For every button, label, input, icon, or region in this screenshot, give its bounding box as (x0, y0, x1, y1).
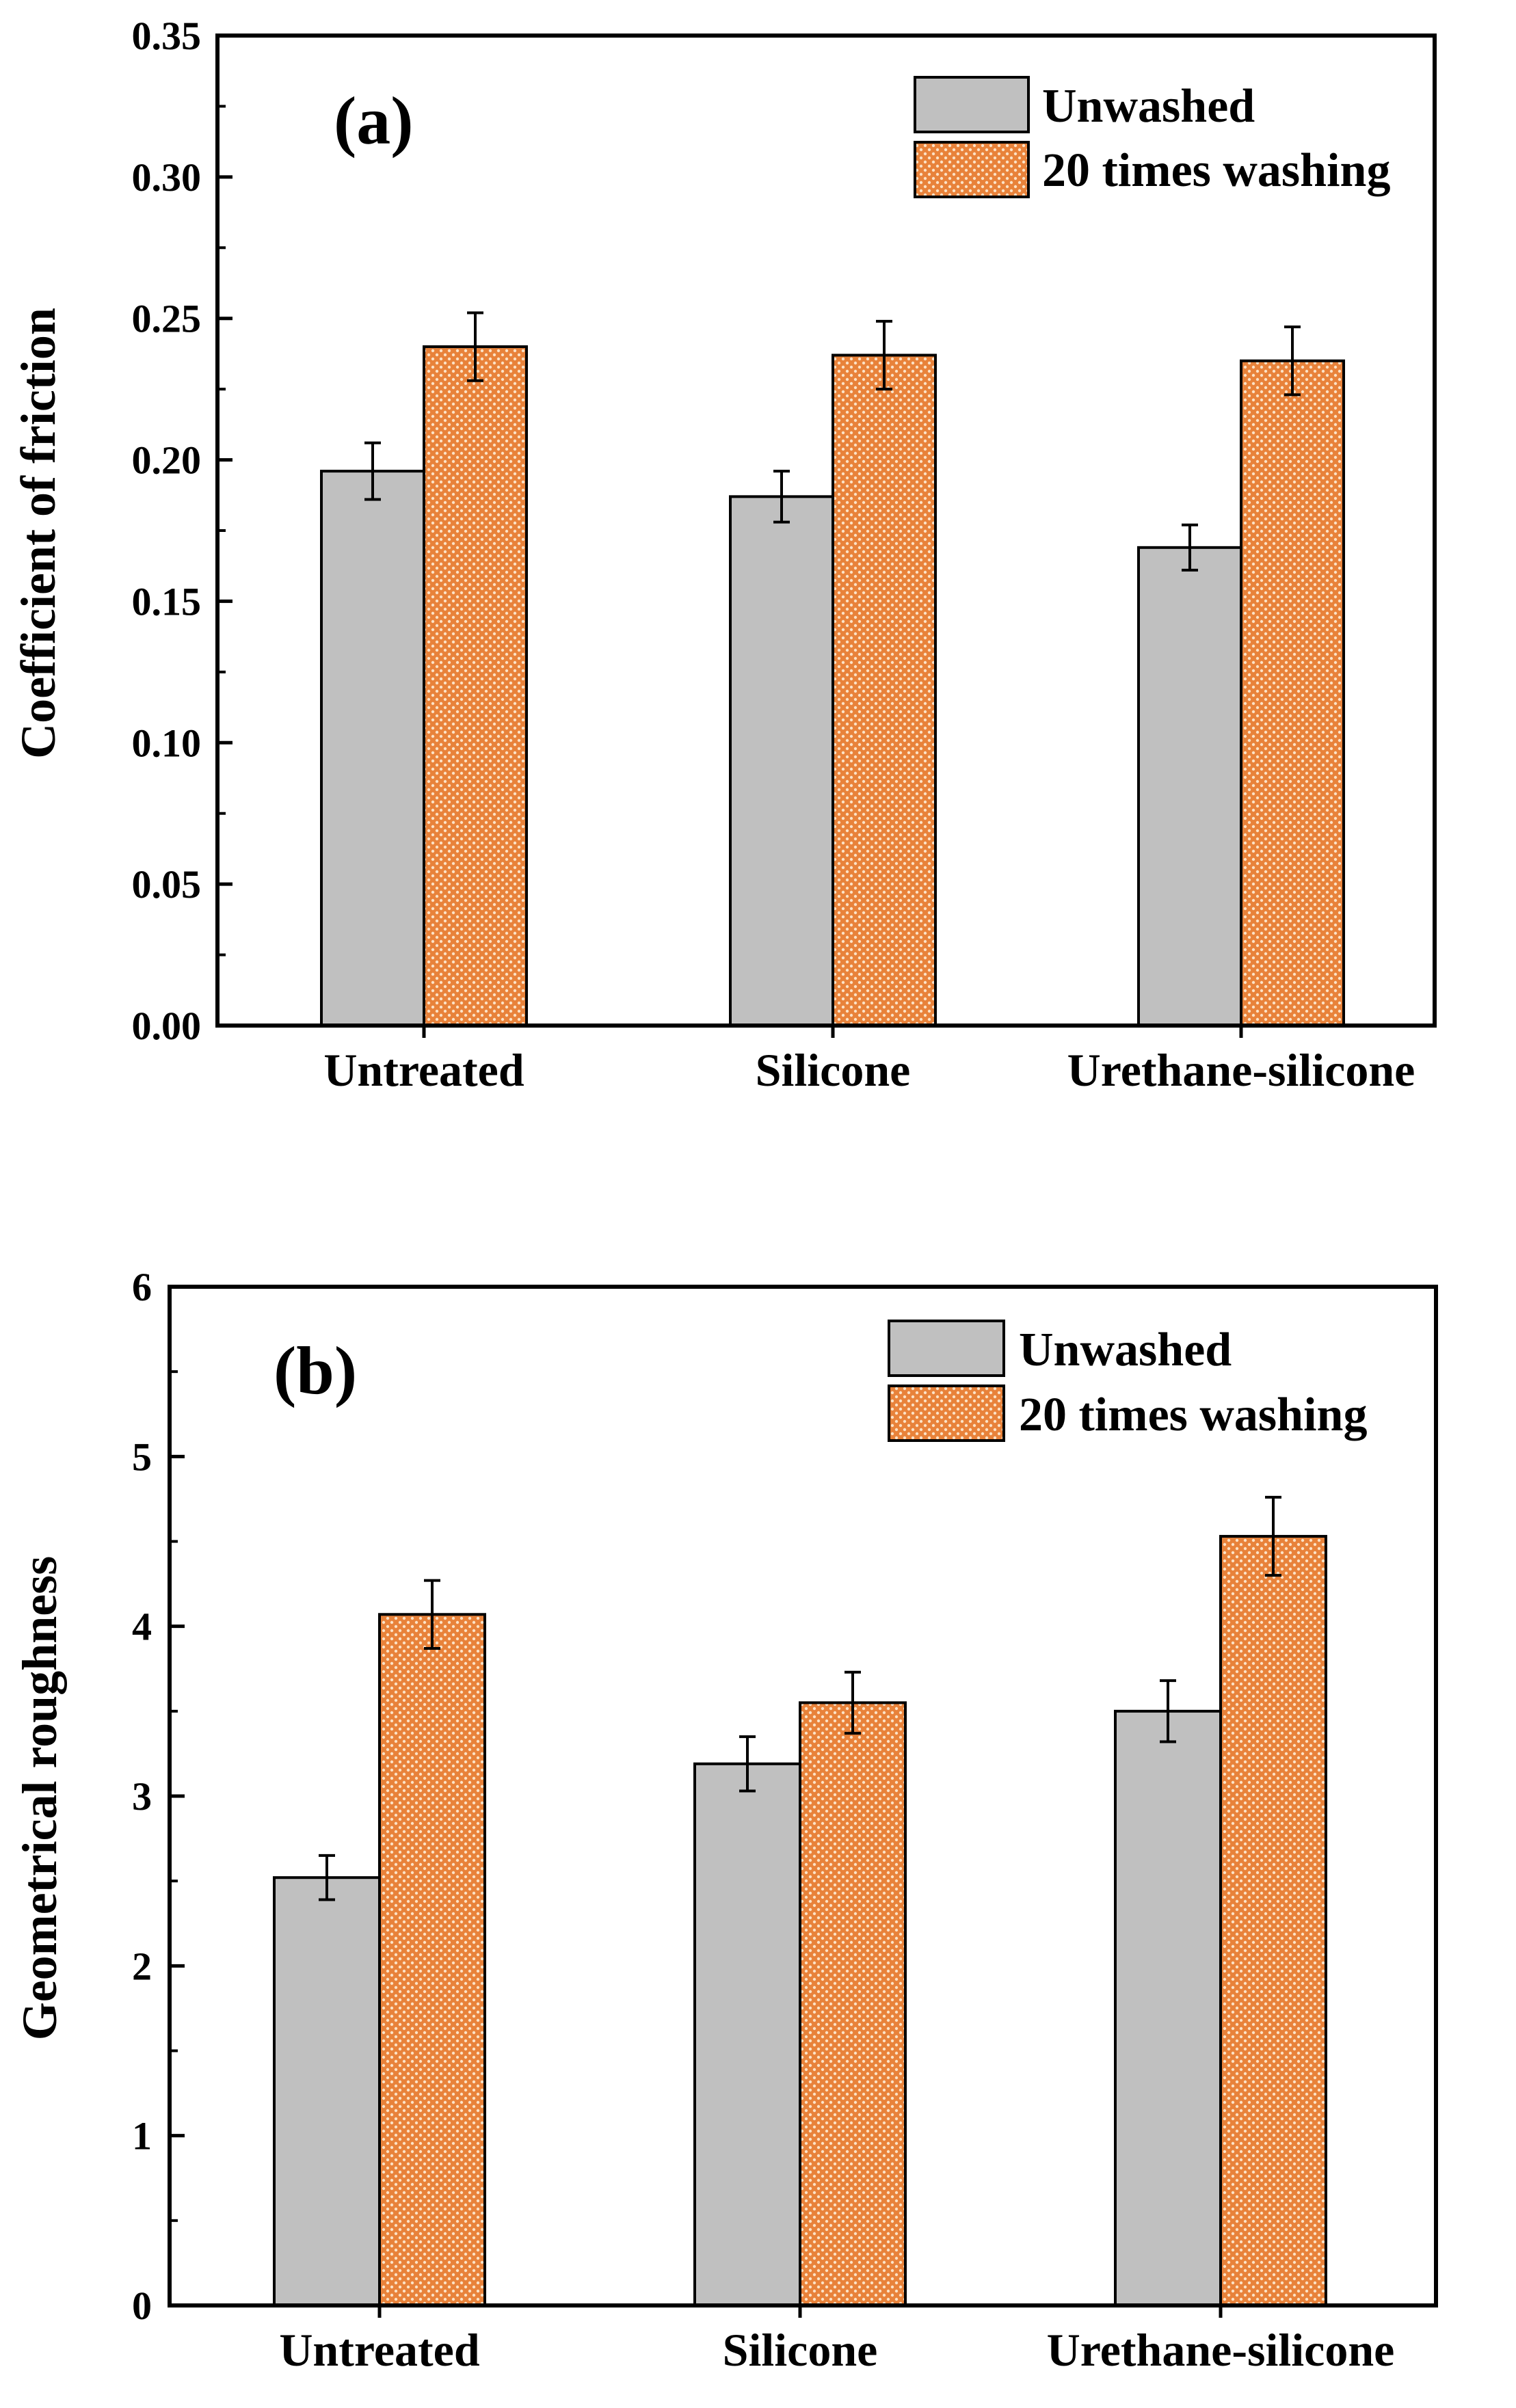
panel-a-y-tick-label: 0.10 (132, 721, 202, 765)
panel-a-legend-swatch-washed (914, 141, 1030, 198)
panel-b-bar-unwashed-0 (273, 1876, 381, 2307)
panel-b-category-label: Urethane-silicone (1047, 2324, 1395, 2376)
panel-a-bar-washed-2 (1240, 359, 1345, 1027)
panel-a-label: (a) (334, 83, 414, 159)
panel-b-legend-swatch-unwashed (888, 1320, 1005, 1377)
panel-a-category-label: Silicone (756, 1044, 911, 1096)
panel-b-legend-label-unwashed: Unwashed (1019, 1324, 1232, 1376)
panel-a-y-tick-label: 0.25 (132, 297, 202, 341)
panel-a-category-label: Untreated (323, 1044, 524, 1096)
panel-a-y-tick-label: 0.05 (132, 862, 202, 907)
panel-b-legend: Unwashed 20 times washing (888, 1320, 1367, 1442)
panel-a-bar-unwashed-1 (729, 495, 834, 1027)
panel-b-y-axis-title: Geometrical roughness (12, 1556, 67, 2041)
panel-b-y-tick-label: 5 (132, 1434, 152, 1479)
panel-b-bar-washed-2 (1219, 1535, 1327, 2307)
panel-b-y-tick-label: 3 (132, 1774, 152, 1819)
panel-a-bar-unwashed-0 (320, 470, 425, 1027)
panel-a-legend-label-washed: 20 times washing (1042, 144, 1390, 197)
panel-b-bar-unwashed-2 (1114, 1709, 1222, 2307)
panel-b: (b) Geometrical roughness 0 1 2 3 4 5 6 Untreat… (12, 1265, 1438, 2376)
panel-a: (a) Coefficient of friction 0.00 0.05 0.10… (11, 14, 1437, 1096)
panel-b-legend-swatch-washed (888, 1384, 1005, 1442)
panel-b-y-tick-label: 6 (132, 1265, 152, 1309)
panel-a-bar-washed-1 (832, 353, 937, 1027)
panel-a-legend-swatch-unwashed (914, 76, 1030, 133)
panel-b-y-tick-label: 4 (132, 1605, 152, 1649)
panel-a-y-tick-label: 0.35 (132, 14, 202, 58)
panel-b-plot-frame (168, 1285, 1438, 2307)
panel-b-y-tick-label: 2 (132, 1944, 152, 1988)
panel-a-y-axis-title: Coefficient of friction (11, 308, 66, 759)
panel-a-y-tick-label: 0.20 (132, 438, 202, 483)
panel-b-legend-label-washed: 20 times washing (1019, 1389, 1367, 1441)
panel-a-y-tick-label: 0.15 (132, 579, 202, 624)
panel-b-category-label: Untreated (279, 2324, 480, 2376)
panel-a-legend-label-unwashed: Unwashed (1042, 80, 1255, 133)
panel-a-legend: Unwashed 20 times washing (914, 76, 1390, 198)
panel-b-y-tick-label: 0 (132, 2284, 152, 2328)
panel-a-bar-washed-0 (423, 345, 528, 1028)
panel-b-y-tick-label: 1 (132, 2114, 152, 2158)
panel-a-plot-frame (215, 34, 1437, 1028)
panel-a-bar-unwashed-2 (1137, 546, 1242, 1027)
panel-b-bar-washed-0 (378, 1613, 486, 2307)
panel-b-label: (b) (274, 1333, 357, 1408)
panel-b-bar-washed-1 (799, 1701, 907, 2307)
panel-a-y-tick-label: 0.00 (132, 1004, 202, 1048)
panel-b-category-label: Silicone (723, 2324, 878, 2376)
panel-a-category-label: Urethane-silicone (1067, 1044, 1415, 1096)
panel-b-bar-unwashed-1 (693, 1762, 801, 2307)
panel-a-y-tick-label: 0.30 (132, 155, 202, 200)
